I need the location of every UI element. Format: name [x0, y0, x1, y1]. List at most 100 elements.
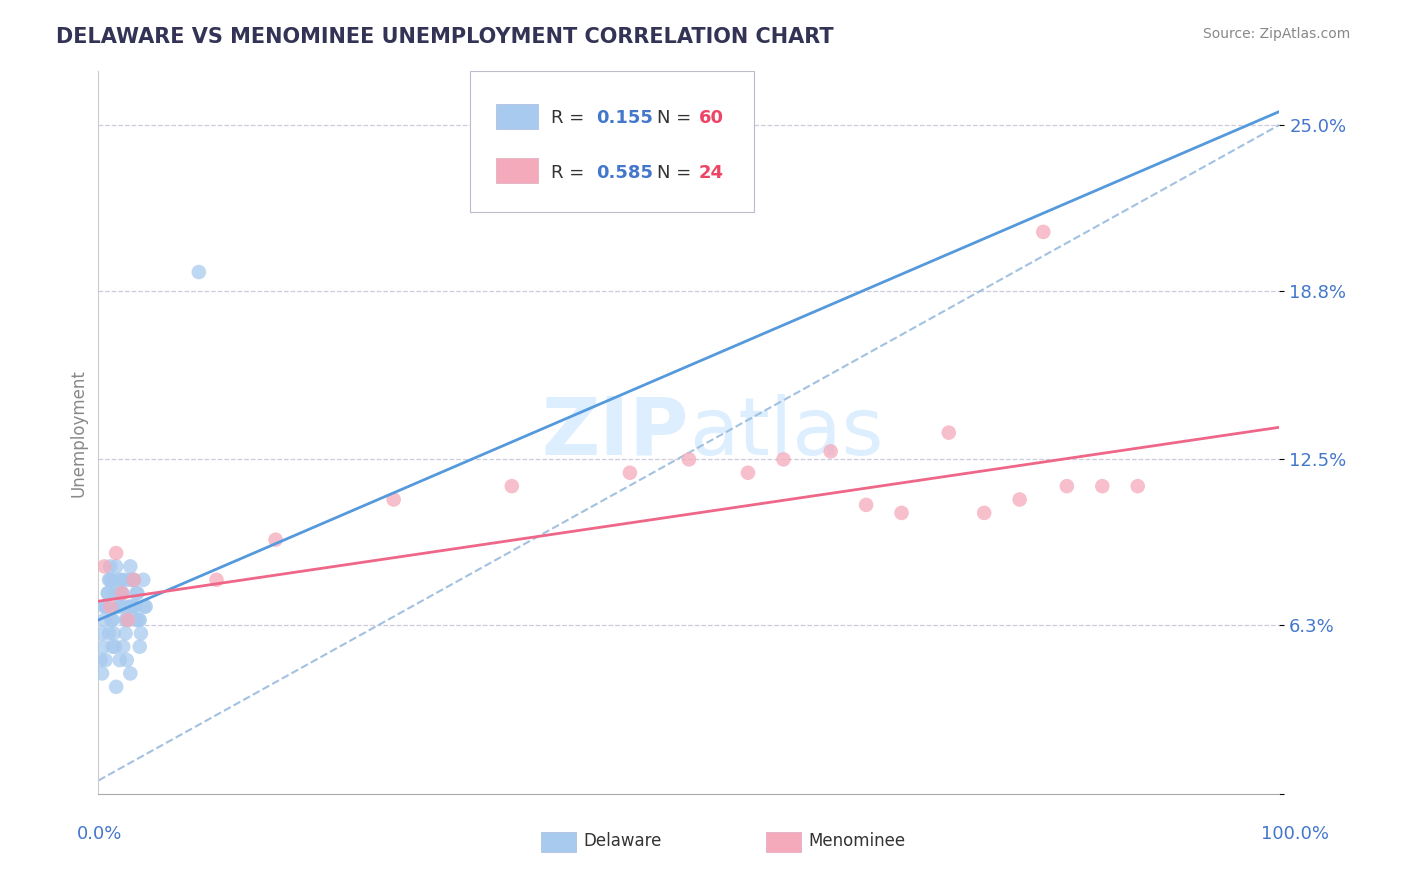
Point [122, 573, 145, 587]
Point [125, 586, 148, 600]
Point [1032, 225, 1054, 239]
Point [114, 626, 136, 640]
Point [111, 586, 134, 600]
Point [973, 506, 995, 520]
Text: N =: N = [657, 163, 697, 181]
Point [105, 680, 128, 694]
Point [1056, 479, 1078, 493]
Text: 24: 24 [699, 163, 724, 181]
Text: 0.0%: 0.0% [77, 825, 122, 843]
Point [97, 586, 120, 600]
Point [264, 533, 287, 547]
FancyBboxPatch shape [496, 158, 537, 184]
Text: R =: R = [551, 110, 589, 128]
Point [94, 599, 117, 614]
Text: N =: N = [657, 110, 697, 128]
Point [128, 640, 150, 654]
Point [107, 573, 129, 587]
Point [98, 599, 121, 614]
Point [124, 599, 146, 614]
Point [112, 640, 135, 654]
Point [96, 599, 118, 614]
Point [619, 466, 641, 480]
Point [125, 613, 148, 627]
Point [501, 479, 523, 493]
Text: ZIP: ZIP [541, 393, 689, 472]
Point [105, 559, 128, 574]
Point [98, 573, 121, 587]
Point [101, 640, 124, 654]
Point [890, 506, 912, 520]
Point [105, 546, 128, 560]
Point [93, 559, 115, 574]
FancyBboxPatch shape [496, 103, 537, 129]
Point [382, 492, 405, 507]
Point [111, 586, 134, 600]
Text: Source: ZipAtlas.com: Source: ZipAtlas.com [1202, 27, 1350, 41]
Point [1126, 479, 1149, 493]
Text: Delaware: Delaware [583, 832, 662, 850]
Point [111, 586, 134, 600]
Point [121, 599, 143, 614]
Point [117, 613, 139, 627]
Point [98, 626, 121, 640]
Point [135, 599, 157, 614]
Text: 0.585: 0.585 [596, 163, 652, 181]
Point [120, 666, 142, 681]
Point [1008, 492, 1031, 507]
Text: atlas: atlas [689, 393, 883, 472]
Point [108, 653, 131, 667]
Point [120, 559, 142, 574]
Point [110, 573, 132, 587]
Point [121, 599, 143, 614]
Point [91, 666, 114, 681]
FancyBboxPatch shape [471, 71, 754, 212]
Point [855, 498, 877, 512]
Point [1091, 479, 1114, 493]
Point [100, 573, 122, 587]
Point [114, 613, 136, 627]
Point [128, 613, 150, 627]
Point [134, 599, 156, 614]
Point [91, 626, 114, 640]
Point [187, 265, 209, 279]
Point [127, 586, 149, 600]
Point [938, 425, 960, 440]
Point [104, 586, 127, 600]
Text: 100.0%: 100.0% [1261, 825, 1329, 843]
Point [98, 559, 121, 574]
Y-axis label: Unemployment: Unemployment [69, 368, 87, 497]
Point [772, 452, 794, 467]
Point [122, 573, 145, 587]
Point [737, 466, 759, 480]
Point [121, 573, 143, 587]
Point [115, 613, 138, 627]
Text: DELAWARE VS MENOMINEE UNEMPLOYMENT CORRELATION CHART: DELAWARE VS MENOMINEE UNEMPLOYMENT CORRE… [56, 27, 834, 46]
Text: R =: R = [551, 163, 589, 181]
Point [100, 613, 122, 627]
Text: Menominee: Menominee [808, 832, 905, 850]
Point [97, 586, 120, 600]
Point [103, 626, 125, 640]
Point [205, 573, 228, 587]
Point [94, 653, 117, 667]
Point [129, 626, 152, 640]
Point [93, 613, 115, 627]
Point [108, 599, 131, 614]
Point [98, 573, 121, 587]
Point [101, 613, 124, 627]
Text: 0.155: 0.155 [596, 110, 652, 128]
Point [820, 444, 842, 458]
Point [132, 573, 155, 587]
Point [91, 640, 114, 654]
Point [118, 599, 141, 614]
Point [105, 586, 128, 600]
Point [118, 573, 141, 587]
Point [90, 653, 112, 667]
Point [112, 573, 135, 587]
Point [112, 599, 135, 614]
Point [93, 599, 115, 614]
Point [678, 452, 700, 467]
Point [117, 613, 139, 627]
Text: 60: 60 [699, 110, 724, 128]
